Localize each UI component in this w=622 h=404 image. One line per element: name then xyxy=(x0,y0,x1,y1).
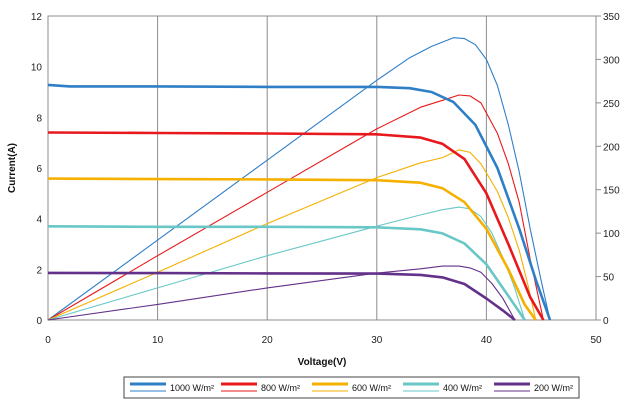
y-tick-label: 4 xyxy=(36,215,42,226)
series-lines xyxy=(47,37,552,322)
x-tick-label: 0 xyxy=(45,335,51,346)
legend-items: 1000 W/m² 800 W/m² 600 W/m² 400 W/m² 200 W/m… xyxy=(130,382,573,393)
current-line xyxy=(47,131,545,321)
y-tick-label: 12 xyxy=(31,12,43,23)
y2-tick-label: 0 xyxy=(603,316,609,327)
y-tick-label: 6 xyxy=(36,164,42,175)
legend-label: 600 W/m² xyxy=(352,383,391,393)
power-line xyxy=(47,149,537,321)
y-tick-label: 2 xyxy=(36,265,42,276)
power-line xyxy=(47,37,551,321)
y2-tick-label: 150 xyxy=(603,186,620,197)
y2-tick-label: 100 xyxy=(603,229,620,240)
current-line xyxy=(47,177,537,321)
y-tick-label: 10 xyxy=(31,63,43,74)
x-tick-label: 40 xyxy=(481,335,493,346)
current-line xyxy=(47,225,526,321)
y2-tick-label: 200 xyxy=(603,142,620,153)
legend-label: 1000 W/m² xyxy=(170,383,214,393)
legend: 1000 W/m² 800 W/m² 600 W/m² 400 W/m² 200 W/m… xyxy=(123,376,580,399)
y-tick-label: 0 xyxy=(36,316,42,327)
y-axis-title: Current(A) xyxy=(7,143,18,193)
x-tick-label: 50 xyxy=(590,335,602,346)
power-line xyxy=(47,265,516,321)
y-tick-label: 8 xyxy=(36,113,42,124)
legend-label: 800 W/m² xyxy=(261,383,300,393)
y2-tick-label: 300 xyxy=(603,55,620,66)
x-tick-label: 20 xyxy=(262,335,274,346)
tick-labels: 0 10 20 30 40 5002468101205010015020025030035… xyxy=(31,12,620,346)
gridlines xyxy=(157,16,487,320)
x-tick-label: 10 xyxy=(152,335,164,346)
x-axis-title: Voltage(V) xyxy=(298,357,347,368)
x-tick-label: 30 xyxy=(371,335,383,346)
plot-frame xyxy=(47,15,597,321)
legend-label: 400 W/m² xyxy=(443,383,482,393)
legend-label: 200 W/m² xyxy=(534,383,573,393)
power-line xyxy=(47,206,526,321)
power-line xyxy=(47,94,544,321)
y2-tick-label: 350 xyxy=(603,12,620,23)
y2-tick-label: 250 xyxy=(603,99,620,110)
y2-tick-label: 50 xyxy=(603,273,615,284)
current-line xyxy=(47,83,552,321)
current-line xyxy=(47,271,516,322)
legend-box xyxy=(123,376,580,399)
